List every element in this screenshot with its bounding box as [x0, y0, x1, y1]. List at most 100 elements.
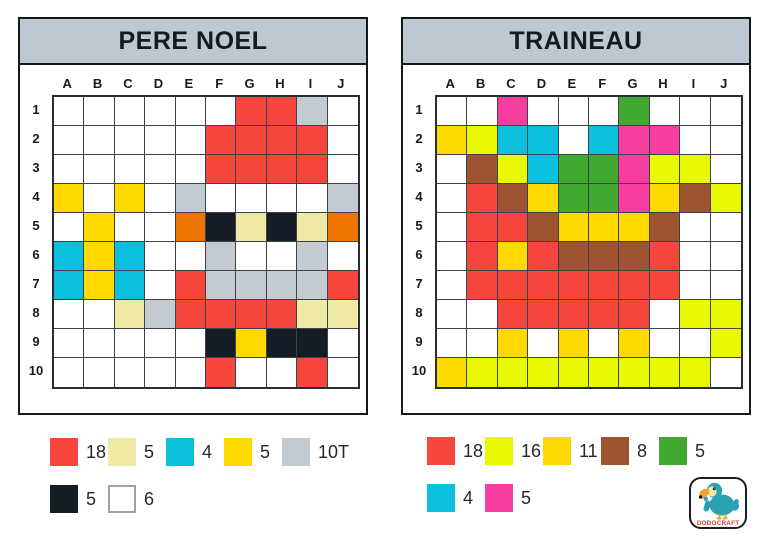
grid-cell-I5: [680, 213, 711, 242]
grid-cell-D6: [528, 242, 559, 271]
grid-cell-A3: [54, 155, 85, 184]
grid-cell-F1: [205, 97, 237, 126]
grid-cell-G5: [619, 213, 650, 242]
grid-cell-A4: [54, 184, 85, 213]
grid-cell-J10: [327, 358, 358, 387]
dodo-bird-icon: DODOCRAFT: [697, 482, 739, 526]
grid-cell-B7: [467, 271, 498, 300]
grid-cell-G10: [619, 358, 650, 387]
grid-cell-B9: [84, 329, 115, 358]
grid-cell-C7: [114, 271, 146, 300]
grid-cell-H10: [649, 358, 681, 387]
grid-cell-A10: [437, 358, 468, 387]
grid-cell-D8: [145, 300, 176, 329]
grid-cell-D5: [145, 213, 176, 242]
grid-cell-H6: [649, 242, 681, 271]
row-label-4: 4: [415, 189, 423, 204]
grid-cell-G7: [619, 271, 650, 300]
grid-cell-I1: [680, 97, 711, 126]
grid-cell-C1: [497, 97, 529, 126]
grid-cell-C2: [497, 126, 529, 155]
grid-cell-I6: [680, 242, 711, 271]
grid-cell-G3: [619, 155, 650, 184]
grid-cell-J3: [710, 155, 741, 184]
row-label-10: 10: [28, 363, 44, 378]
dodocraft-logo: DODOCRAFT: [689, 477, 747, 529]
grid-cell-I1: [297, 97, 328, 126]
grid-cell-G10: [236, 358, 267, 387]
grid-cell-H6: [266, 242, 298, 271]
grid-cell-D3: [145, 155, 176, 184]
grid-cell-D1: [528, 97, 559, 126]
grid-cell-D1: [145, 97, 176, 126]
legend-count: 11: [579, 440, 598, 461]
grid-cell-H8: [266, 300, 298, 329]
grid-cell-I7: [680, 271, 711, 300]
grid-cell-J4: [710, 184, 741, 213]
legend-item-black: 5: [50, 485, 108, 513]
legend-count: 6: [144, 488, 155, 509]
grid-cell-E1: [558, 97, 589, 126]
grid-cell-D2: [528, 126, 559, 155]
grid-cell-G4: [619, 184, 650, 213]
grid-cell-F2: [588, 126, 620, 155]
grid-cell-I9: [680, 329, 711, 358]
grid-cell-J2: [710, 126, 741, 155]
grid-cell-H1: [649, 97, 681, 126]
legend-swatch-gray: [282, 438, 310, 466]
grid-cell-B6: [467, 242, 498, 271]
grid-cell-B3: [84, 155, 115, 184]
legend-count: 4: [463, 487, 474, 508]
legend-pere-noel: 18 5 4 5 10T 5 6: [50, 438, 349, 513]
grid-cell-G7: [236, 271, 267, 300]
row-label-6: 6: [415, 247, 423, 262]
grid-cell-F4: [205, 184, 237, 213]
grid-cell-F7: [588, 271, 620, 300]
column-label-F: F: [598, 75, 607, 91]
grid-cell-A10: [54, 358, 85, 387]
grid-cell-F9: [588, 329, 620, 358]
grid-cell-J7: [710, 271, 741, 300]
grid-cell-D4: [145, 184, 176, 213]
column-label-H: H: [658, 75, 668, 91]
grid-cell-H2: [266, 126, 298, 155]
grid-cell-D5: [528, 213, 559, 242]
row-label-3: 3: [32, 160, 40, 175]
grid-cell-C8: [114, 300, 146, 329]
grid-cell-G2: [619, 126, 650, 155]
grid-cell-J5: [327, 213, 358, 242]
grid-cell-E8: [175, 300, 206, 329]
legend-row: 18 5 4 5 10T: [50, 438, 349, 466]
grid-cell-J2: [327, 126, 358, 155]
grid-cell-G9: [619, 329, 650, 358]
pixel-grid-traineau: [435, 95, 743, 389]
row-label-9: 9: [32, 334, 40, 349]
grid-cell-A3: [437, 155, 468, 184]
grid-cell-E5: [558, 213, 589, 242]
grid-cell-J1: [710, 97, 741, 126]
grid-cell-I10: [680, 358, 711, 387]
grid-cell-I9: [297, 329, 328, 358]
grid-cell-G3: [236, 155, 267, 184]
row-labels: 1 2 3 4 5 6 7 8 9 10: [403, 95, 435, 385]
legend-count: 8: [637, 440, 648, 461]
grid-cell-J9: [327, 329, 358, 358]
grid-cell-A6: [437, 242, 468, 271]
row-label-8: 8: [32, 305, 40, 320]
row-labels: 1 2 3 4 5 6 7 8 9 10: [20, 95, 52, 385]
column-label-A: A: [445, 75, 455, 91]
grid-cell-B5: [467, 213, 498, 242]
row-label-1: 1: [415, 102, 423, 117]
legend-swatch-black: [50, 485, 78, 513]
grid-cell-F8: [205, 300, 237, 329]
grid-cell-G6: [619, 242, 650, 271]
column-label-I: I: [308, 75, 313, 91]
column-labels: A B C D E F G H I J: [435, 71, 739, 95]
grid-cell-I4: [297, 184, 328, 213]
grid-cell-A4: [437, 184, 468, 213]
row-label-1: 1: [32, 102, 40, 117]
grid-cell-I8: [297, 300, 328, 329]
legend-swatch-green: [659, 437, 687, 465]
grid-cell-I3: [680, 155, 711, 184]
